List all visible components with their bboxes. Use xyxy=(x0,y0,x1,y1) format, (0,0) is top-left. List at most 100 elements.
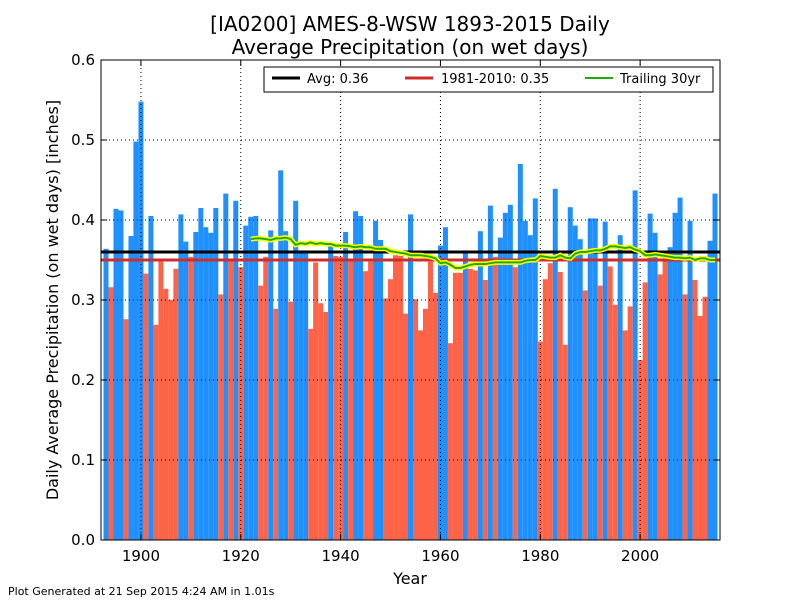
bar-1941 xyxy=(343,232,349,540)
bars-group xyxy=(103,101,718,541)
bar-1904 xyxy=(158,259,164,540)
bar-1936 xyxy=(318,303,324,540)
bar-2015 xyxy=(712,193,718,540)
bar-1973 xyxy=(502,212,508,541)
bar-1953 xyxy=(403,313,408,540)
bar-1966 xyxy=(467,268,473,540)
bar-1938 xyxy=(328,244,334,540)
x-tick-label-1900: 1900 xyxy=(122,547,160,565)
bar-1912 xyxy=(198,208,204,540)
bar-1918 xyxy=(228,259,234,540)
bar-1924 xyxy=(258,285,264,540)
legend-label-normal: 1981-2010: 0.35 xyxy=(441,72,549,87)
legend: Avg: 0.36 1981-2010: 0.35 Trailing 30yr xyxy=(263,66,714,93)
bar-1914 xyxy=(208,232,214,541)
bar-1902 xyxy=(148,216,154,540)
bar-1961 xyxy=(442,227,448,540)
bar-1933 xyxy=(303,250,309,540)
bar-1944 xyxy=(358,216,364,540)
bar-2009 xyxy=(682,294,688,540)
bar-1915 xyxy=(213,208,219,540)
x-tick-label-1980: 1980 xyxy=(521,547,559,565)
y-tick-label-4: 0.4 xyxy=(71,211,95,229)
bar-1983 xyxy=(552,188,558,541)
bar-1908 xyxy=(178,214,184,540)
bar-2006 xyxy=(667,247,673,540)
bar-2012 xyxy=(697,316,703,540)
bar-1974 xyxy=(507,204,513,541)
bar-1920 xyxy=(238,267,244,540)
bar-2001 xyxy=(642,282,648,540)
trailing-30yr-line xyxy=(250,236,716,269)
x-axis: 1900 1920 1940 1960 1980 2000 xyxy=(122,60,659,565)
bar-1976 xyxy=(517,164,523,540)
bar-1911 xyxy=(193,232,199,540)
bar-1929 xyxy=(283,231,289,540)
bar-1970 xyxy=(487,205,493,540)
bar-1942 xyxy=(348,259,354,540)
chart-title-line-1: [IA0200] AMES-8-WSW 1893-2015 Daily xyxy=(210,12,610,36)
bar-1986 xyxy=(567,207,573,540)
bar-1985 xyxy=(562,344,568,540)
y-axis-label: Daily Average Precipitation (on wet days… xyxy=(43,100,62,500)
bar-1988 xyxy=(577,239,583,540)
bar-1931 xyxy=(293,200,299,541)
y-tick-label-5: 0.5 xyxy=(71,131,95,149)
bar-1934 xyxy=(308,328,314,540)
bar-1907 xyxy=(173,268,179,540)
bar-1910 xyxy=(188,256,194,540)
bar-1949 xyxy=(383,298,389,540)
bar-1948 xyxy=(378,240,384,540)
bar-1997 xyxy=(622,330,628,540)
bar-1897 xyxy=(123,319,129,540)
bar-1972 xyxy=(497,237,503,540)
bar-1969 xyxy=(482,280,488,540)
bar-1919 xyxy=(233,200,239,541)
bar-1950 xyxy=(388,279,394,540)
bar-1917 xyxy=(223,193,229,540)
generated-timestamp: Plot Generated at 21 Sep 2015 4:24 AM in… xyxy=(8,585,275,598)
bar-1979 xyxy=(532,198,538,540)
bar-1951 xyxy=(393,255,399,540)
bar-2014 xyxy=(707,240,713,541)
bar-1989 xyxy=(582,290,588,540)
bar-1913 xyxy=(203,227,209,540)
bar-1899 xyxy=(133,141,139,540)
bar-1945 xyxy=(363,271,369,540)
bar-1916 xyxy=(218,294,224,540)
bar-1932 xyxy=(298,250,304,540)
grid-group xyxy=(101,59,720,541)
bar-1991 xyxy=(592,218,598,540)
bar-1963 xyxy=(452,272,458,540)
reference-lines-group xyxy=(101,235,720,271)
bar-1909 xyxy=(183,241,189,540)
bar-2002 xyxy=(647,213,653,540)
bar-2011 xyxy=(692,280,698,540)
bar-2004 xyxy=(657,274,663,540)
bar-1894 xyxy=(108,287,114,540)
bar-1946 xyxy=(368,261,374,540)
bar-1937 xyxy=(323,312,329,540)
x-tick-label-1960: 1960 xyxy=(421,547,459,565)
bar-1923 xyxy=(253,216,259,540)
bar-1895 xyxy=(113,208,119,541)
y-tick-label-3: 0.3 xyxy=(71,291,95,309)
x-axis-label: Year xyxy=(392,569,427,588)
bar-1903 xyxy=(153,324,159,540)
y-tick-label-2: 0.2 xyxy=(71,371,95,389)
bar-1964 xyxy=(457,272,463,540)
bar-1939 xyxy=(333,256,339,540)
x-tick-label-1940: 1940 xyxy=(322,547,360,565)
bar-1947 xyxy=(373,220,379,541)
bar-1996 xyxy=(617,235,623,540)
bar-1971 xyxy=(492,256,498,540)
x-tick-label-1920: 1920 xyxy=(222,547,260,565)
bar-1959 xyxy=(432,292,438,540)
bar-1952 xyxy=(398,256,404,540)
bar-2000 xyxy=(637,360,643,540)
bar-1967 xyxy=(472,270,478,540)
bar-2008 xyxy=(677,197,683,540)
bar-1981 xyxy=(542,279,548,540)
bar-1926 xyxy=(268,230,274,540)
